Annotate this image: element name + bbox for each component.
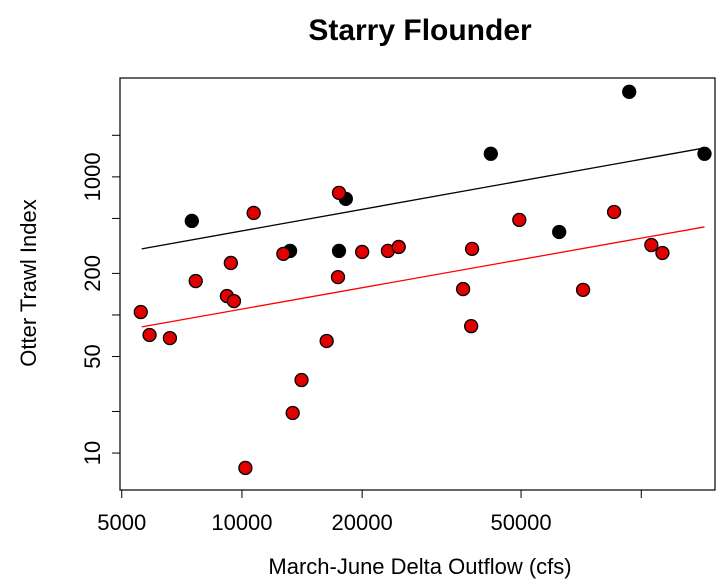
fit-line — [141, 226, 705, 328]
point — [655, 245, 670, 261]
point — [226, 293, 242, 309]
point — [285, 405, 300, 421]
point — [331, 243, 347, 259]
y-tick-label: 200 — [80, 255, 105, 292]
point — [644, 237, 659, 253]
point — [483, 146, 498, 161]
point — [142, 327, 157, 343]
point — [354, 244, 370, 260]
point — [330, 269, 346, 285]
x-tick-label: 20000 — [332, 510, 393, 535]
y-axis-label: Otter Trawl Index — [16, 199, 41, 367]
point — [512, 212, 527, 228]
x-axis-label: March-June Delta Outflow (cfs) — [268, 554, 571, 579]
point — [697, 146, 712, 161]
plot-frame — [119, 77, 716, 491]
fit-line — [141, 147, 705, 250]
point — [162, 330, 178, 346]
chart-title: Starry Flounder — [308, 14, 532, 47]
point — [331, 185, 347, 201]
point — [276, 246, 291, 262]
y-tick-label: 50 — [80, 344, 105, 368]
point — [184, 213, 199, 229]
point — [552, 224, 567, 240]
x-tick-label: 50000 — [490, 510, 551, 535]
x-tick-label: 5000 — [97, 510, 146, 535]
point — [391, 239, 406, 255]
y-tick-label: 10 — [80, 441, 105, 465]
point — [464, 241, 480, 257]
point — [464, 318, 479, 334]
point — [575, 282, 591, 297]
point — [238, 460, 253, 476]
point — [294, 372, 309, 388]
x-tick-label: 10000 — [211, 510, 272, 535]
point — [455, 281, 471, 297]
point — [223, 255, 238, 271]
point — [622, 84, 637, 99]
point — [188, 273, 203, 289]
point — [246, 205, 261, 221]
point — [133, 304, 148, 320]
y-tick-label: 1000 — [80, 152, 105, 201]
point — [606, 204, 622, 220]
point — [319, 333, 334, 349]
